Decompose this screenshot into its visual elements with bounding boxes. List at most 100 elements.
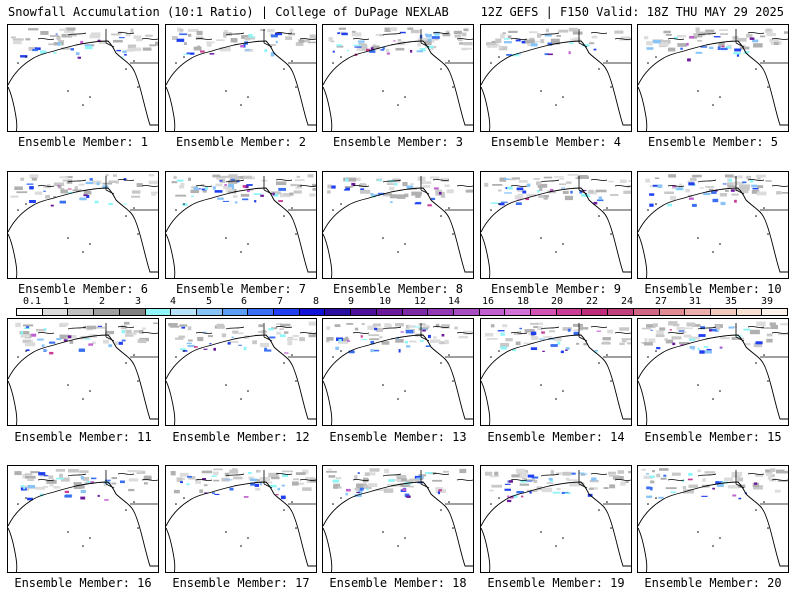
ensemble-member-caption: Ensemble Member: 3: [332, 135, 464, 149]
model-valid-time: 12Z GEFS | F150 Valid: 18Z THU MAY 29 20…: [480, 5, 784, 19]
ensemble-member-map: [7, 171, 159, 279]
ensemble-member-map: [480, 318, 632, 426]
legend-swatch: [68, 309, 95, 315]
snowfall-map-graphic: [481, 468, 631, 572]
legend-tick-label: 24: [620, 296, 634, 307]
legend-swatch: [17, 309, 43, 315]
legend-swatch: [736, 309, 763, 315]
ensemble-member-caption: Ensemble Member: 11: [14, 430, 152, 444]
legend-swatch: [42, 309, 69, 315]
legend-swatch: [171, 309, 197, 315]
legend-swatch: [762, 309, 788, 315]
snowfall-map-graphic: [166, 174, 316, 278]
legend-swatch: [274, 309, 300, 315]
legend-tick-label: 31: [688, 296, 702, 307]
snowfall-color-legend: 0.1 1 2 3 4 5 6 7 8 9 10 12 14 16 18 20 22 24 27 31 35 39: [16, 296, 788, 318]
ensemble-member-map: [322, 24, 474, 132]
legend-tick-label: 4: [169, 296, 177, 307]
ensemble-member-map: [480, 24, 632, 132]
legend-swatch: [376, 309, 403, 315]
legend-swatch: [94, 309, 120, 315]
snowfall-map-graphic: [481, 174, 631, 278]
legend-swatch: [685, 309, 711, 315]
ensemble-member-map: [637, 465, 789, 573]
legend-tick-label: 12: [413, 296, 427, 307]
legend-swatch: [556, 309, 583, 315]
legend-tick-label: 5: [205, 296, 213, 307]
snowfall-map-graphic: [638, 174, 788, 278]
legend-swatch: [582, 309, 609, 315]
legend-swatch: [505, 309, 532, 315]
legend-tick-label: 1: [62, 296, 70, 307]
ensemble-member-map: [637, 318, 789, 426]
snowfall-map-graphic: [638, 27, 788, 131]
legend-tick-label: 14: [447, 296, 461, 307]
ensemble-member-map: [637, 24, 789, 132]
ensemble-member-map: [165, 24, 317, 132]
legend-tick-label: 27: [654, 296, 668, 307]
snowfall-map-graphic: [323, 176, 473, 278]
legend-tick-label: 20: [550, 296, 564, 307]
snowfall-map-graphic: [166, 468, 316, 572]
legend-swatch: [479, 309, 506, 315]
legend-tick-label: 3: [134, 296, 142, 307]
ensemble-member-caption: Ensemble Member: 10: [644, 282, 782, 296]
ensemble-member-map: [165, 171, 317, 279]
snowfall-map-graphic: [481, 322, 631, 425]
ensemble-member-caption: Ensemble Member: 18: [329, 576, 467, 590]
ensemble-member-caption: Ensemble Member: 19: [487, 576, 625, 590]
ensemble-member-map: [480, 465, 632, 573]
ensemble-member-map: [322, 465, 474, 573]
legend-tick-label: 22: [585, 296, 599, 307]
snowfall-map-graphic: [481, 27, 631, 131]
ensemble-member-map: [322, 171, 474, 279]
snowfall-map-graphic: [323, 27, 473, 131]
ensemble-member-caption: Ensemble Member: 9: [490, 282, 622, 296]
snowfall-map-graphic: [323, 468, 473, 572]
legend-swatch: [145, 309, 172, 315]
ensemble-member-map: [322, 318, 474, 426]
legend-swatch: [119, 309, 146, 315]
ensemble-member-map: [165, 465, 317, 573]
legend-swatch: [659, 309, 686, 315]
ensemble-member-map: [480, 171, 632, 279]
snowfall-map-graphic: [8, 469, 158, 572]
ensemble-member-caption: Ensemble Member: 13: [329, 430, 467, 444]
legend-swatch: [453, 309, 480, 315]
legend-tick-label: 6: [240, 296, 248, 307]
snowfall-map-graphic: [8, 27, 158, 131]
snowfall-map-graphic: [166, 321, 316, 425]
ensemble-member-caption: Ensemble Member: 1: [17, 135, 149, 149]
snowfall-map-graphic: [638, 468, 788, 572]
legend-swatch: [608, 309, 634, 315]
snowfall-map-graphic: [166, 27, 316, 131]
ensemble-member-caption: Ensemble Member: 8: [332, 282, 464, 296]
ensemble-member-map: [7, 465, 159, 573]
ensemble-member-map: [165, 318, 317, 426]
ensemble-member-caption: Ensemble Member: 6: [17, 282, 149, 296]
map-title: Snowfall Accumulation (10:1 Ratio) | Col…: [8, 5, 449, 19]
ensemble-member-caption: Ensemble Member: 20: [644, 576, 782, 590]
legend-swatch: [710, 309, 737, 315]
ensemble-member-map: [637, 171, 789, 279]
ensemble-member-caption: Ensemble Member: 17: [172, 576, 310, 590]
legend-swatch: [325, 309, 352, 315]
ensemble-member-caption: Ensemble Member: 14: [487, 430, 625, 444]
legend-tick-label: 8: [312, 296, 320, 307]
snowfall-map-graphic: [323, 323, 473, 425]
legend-tick-label: 39: [760, 296, 774, 307]
ensemble-member-caption: Ensemble Member: 16: [14, 576, 152, 590]
legend-swatch: [299, 309, 326, 315]
snowfall-map-graphic: [638, 321, 788, 425]
legend-swatch: [531, 309, 557, 315]
legend-tick-label: 18: [516, 296, 530, 307]
legend-swatch: [351, 309, 377, 315]
ensemble-member-caption: Ensemble Member: 15: [644, 430, 782, 444]
ensemble-member-map: [7, 318, 159, 426]
legend-color-bar: [16, 308, 788, 316]
legend-swatch: [633, 309, 660, 315]
legend-tick-label: 2: [98, 296, 106, 307]
ensemble-member-caption: Ensemble Member: 5: [647, 135, 779, 149]
ensemble-member-caption: Ensemble Member: 4: [490, 135, 622, 149]
legend-swatch: [248, 309, 275, 315]
